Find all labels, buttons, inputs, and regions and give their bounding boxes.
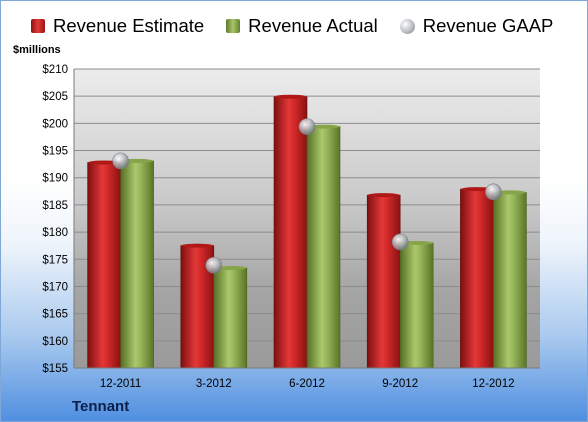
y-axis: $155 $160 $165 $170 $175 $180 $185 $190 $195 $200… — [42, 64, 540, 375]
bar-revenue-estimate-cap — [460, 187, 493, 192]
bar-revenue-estimate-cap — [367, 193, 400, 198]
y-tick-label: $180 — [42, 227, 68, 239]
legend-label-revenue-estimate: Revenue Estimate — [53, 15, 205, 36]
bar-revenue-actual — [399, 242, 434, 369]
legend-item-revenue-estimate: Revenue Estimate — [31, 15, 204, 37]
x-axis: 12-2011 3-2012 6-2012 9-2012 12-2012 — [100, 378, 515, 390]
y-tick-label: $165 — [42, 309, 68, 321]
bar-revenue-actual-cap — [307, 124, 340, 129]
marker-revenue-gaap — [112, 152, 129, 170]
bar-revenue-actual — [306, 126, 341, 369]
legend: Revenue Estimate Revenue Actual Revenue … — [31, 15, 553, 37]
y-tick-label: $205 — [42, 91, 68, 103]
y-tick-label: $200 — [42, 118, 68, 130]
y-tick-label: $195 — [42, 146, 68, 158]
marker-revenue-gaap — [391, 233, 409, 251]
legend-swatch-revenue-actual — [226, 19, 241, 33]
bar-revenue-estimate-cap — [88, 160, 121, 165]
bar-revenue-estimate — [273, 96, 308, 369]
x-tick-label: 12-2011 — [100, 378, 141, 390]
y-tick-label: $170 — [42, 281, 68, 293]
x-tick-label: 12-2012 — [472, 378, 514, 390]
legend-label-revenue-gaap: Revenue GAAP — [422, 15, 554, 36]
y-tick-label: $190 — [42, 173, 68, 185]
x-tick-label: 6-2012 — [289, 378, 325, 390]
marker-revenue-gaap — [205, 256, 223, 274]
legend-item-revenue-actual: Revenue Actual — [226, 15, 378, 37]
bar-revenue-actual — [493, 192, 527, 369]
bar-revenue-estimate — [366, 194, 401, 369]
legend-marker-revenue-gaap — [399, 18, 415, 34]
bar-revenue-actual — [213, 267, 248, 369]
bar-revenue-estimate-cap — [181, 243, 214, 248]
bar-revenue-actual — [120, 160, 154, 369]
legend-item-revenue-gaap: Revenue GAAP — [399, 15, 554, 37]
marker-revenue-gaap — [298, 118, 316, 135]
x-tick-label: 9-2012 — [382, 378, 418, 390]
bar-revenue-actual-cap — [493, 190, 526, 195]
y-axis-unit-label: $millions — [13, 44, 61, 56]
legend-swatch-revenue-estimate — [31, 19, 45, 33]
bar-revenue-estimate — [460, 188, 494, 369]
y-tick-label: $185 — [42, 200, 68, 212]
y-tick-label: $210 — [42, 64, 68, 76]
gaap-markers — [112, 118, 502, 274]
x-tick-label: 3-2012 — [196, 378, 232, 390]
legend-label-revenue-actual: Revenue Actual — [248, 15, 378, 36]
bar-revenue-actual-cap — [214, 265, 247, 270]
bar-revenue-estimate — [87, 162, 121, 369]
bar-revenue-actual-cap — [121, 158, 154, 163]
y-tick-label: $160 — [42, 336, 68, 348]
marker-revenue-gaap — [485, 183, 502, 201]
y-tick-label: $155 — [42, 363, 68, 375]
bar-revenue-estimate-cap — [274, 94, 307, 99]
bar-revenue-actual-cap — [400, 240, 433, 245]
company-name: Tennant — [72, 398, 130, 415]
y-tick-label: $175 — [42, 254, 68, 266]
